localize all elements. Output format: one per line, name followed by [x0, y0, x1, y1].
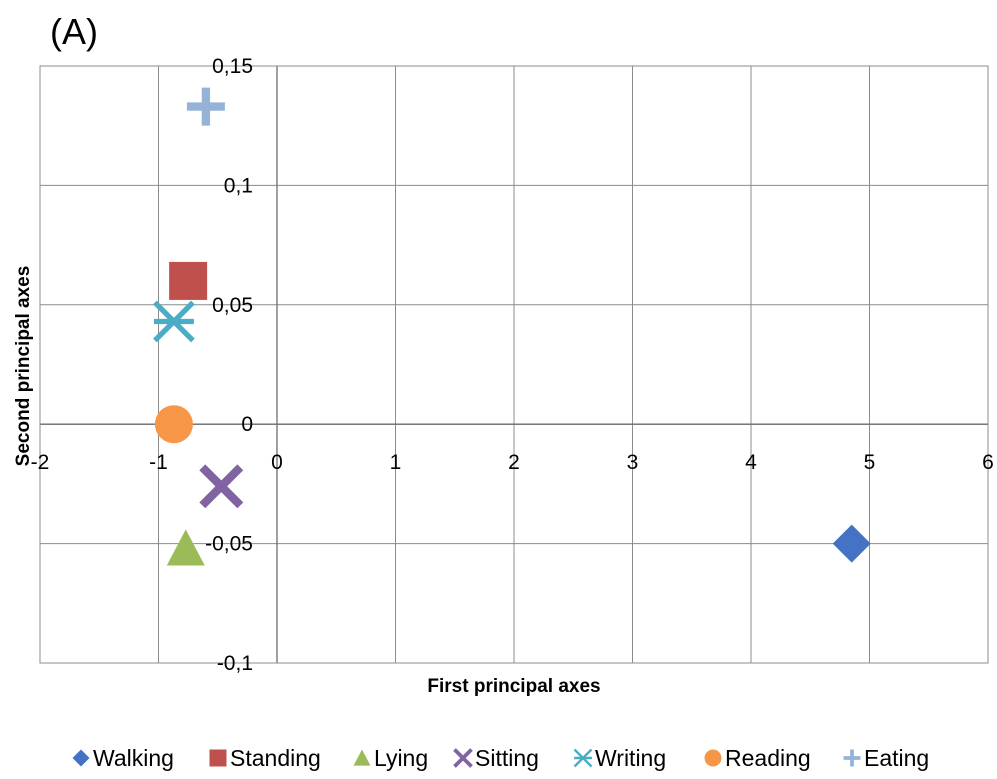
point-sitting: [199, 464, 244, 509]
x-tick-label: 0: [271, 451, 283, 474]
plot-area-border: [39, 65, 989, 664]
point-standing: [169, 261, 208, 300]
x-axis-title: First principal axes: [427, 676, 600, 697]
legend-item-eating: Eating: [843, 745, 929, 771]
y-tick-label: -0,1: [217, 652, 253, 675]
panel-label: (A): [50, 11, 98, 52]
y-tick-label: 0,1: [224, 174, 253, 197]
legend-item-walking: Walking: [72, 745, 174, 771]
y-tick-label: 0,15: [212, 55, 253, 78]
x-tick-label: -1: [149, 451, 168, 474]
legend-label: Eating: [864, 745, 929, 771]
legend-item-sitting: Sitting: [453, 745, 539, 771]
x-tick-label: -2: [31, 451, 50, 474]
legend-marker-writing: [573, 748, 593, 768]
legend-item-reading: Reading: [704, 745, 811, 771]
legend-item-writing: Writing: [573, 745, 666, 771]
legend-label: Lying: [374, 745, 428, 771]
legend-label: Reading: [725, 745, 811, 771]
x-tick-label: 4: [745, 451, 757, 474]
point-walking: [832, 524, 871, 563]
legend-marker-lying: [353, 749, 371, 766]
y-axis-title: Second principal axes: [13, 266, 34, 467]
legend-label: Writing: [595, 745, 666, 771]
legend-marker-eating: [843, 749, 861, 767]
y-tick-label: -0,05: [205, 533, 253, 556]
data-points: [153, 87, 871, 566]
x-tick-label: 1: [390, 451, 402, 474]
legend: Walking Standing Lying Sitting Writing Readin…: [72, 745, 929, 771]
legend-label: Walking: [93, 745, 174, 771]
legend-marker-walking: [72, 749, 90, 767]
legend-item-standing: Standing: [209, 745, 321, 771]
y-tick-label: 0,05: [212, 294, 253, 317]
point-reading: [154, 405, 193, 444]
legend-marker-reading: [704, 749, 722, 767]
point-lying: [166, 529, 205, 566]
point-writing: [153, 300, 195, 343]
legend-marker-standing: [209, 749, 227, 767]
x-tick-label: 6: [982, 451, 994, 474]
x-tick-label: 5: [864, 451, 876, 474]
legend-marker-sitting: [453, 748, 473, 768]
legend-label: Sitting: [475, 745, 539, 771]
grid: [39, 65, 989, 664]
y-tick-label: 0: [241, 413, 253, 436]
x-tick-label: 3: [627, 451, 639, 474]
point-eating: [186, 87, 225, 126]
legend-label: Standing: [230, 745, 321, 771]
tick-labels: -2 -1 0 1 2 3 4 5 6 -0,1 -0,05 0 0,05 0,1 0,15: [31, 55, 994, 675]
legend-item-lying: Lying: [353, 745, 428, 771]
x-tick-label: 2: [508, 451, 520, 474]
